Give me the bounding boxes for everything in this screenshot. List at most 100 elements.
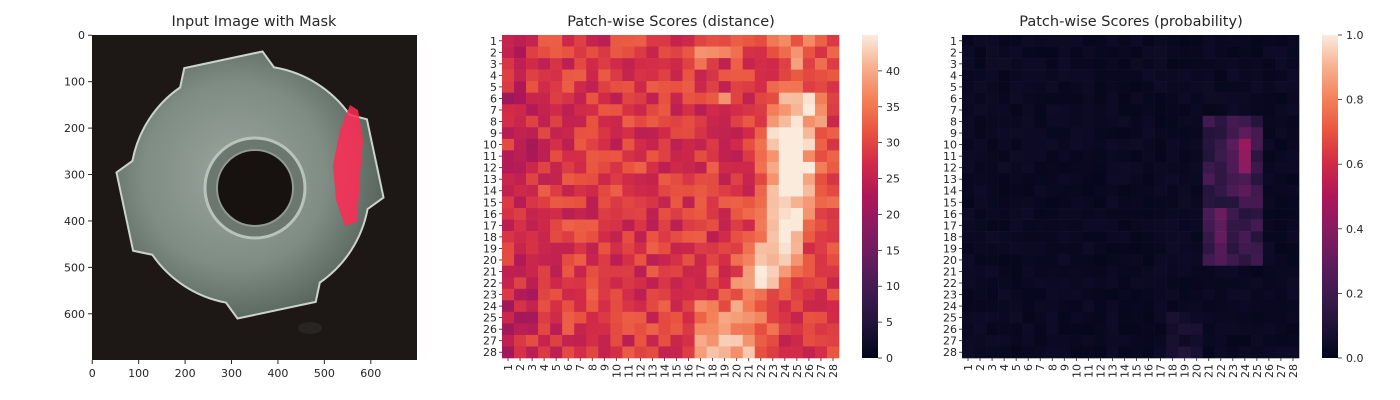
y-tick-label: 7 (490, 104, 497, 117)
heatmap-cell (550, 277, 563, 290)
x-tick-label: 500 (314, 367, 335, 380)
heatmap-cell (598, 150, 611, 163)
heatmap-cell (574, 323, 587, 336)
heatmap-cell (1286, 265, 1300, 278)
x-tick-label: 400 (267, 367, 288, 380)
heatmap-cell (1166, 81, 1179, 93)
heatmap-cell (1130, 46, 1143, 59)
heatmap-cell (658, 346, 671, 359)
heatmap-cell (538, 173, 551, 186)
heatmap-cell (562, 346, 575, 359)
heatmap-cell (1118, 346, 1131, 359)
heatmap-cell (1058, 231, 1071, 243)
heatmap-cell (1166, 323, 1179, 336)
heatmap-cell (1226, 323, 1240, 336)
heatmap-cell (1154, 138, 1167, 151)
heatmap-cell (514, 150, 527, 163)
heatmap-cell (1250, 300, 1264, 313)
heatmap-cell (802, 300, 816, 313)
heatmap-cell (586, 69, 599, 82)
heatmap-cell (826, 115, 840, 128)
heatmap-cell (998, 300, 1011, 313)
heatmap-cell (1238, 173, 1252, 186)
heatmap-cell (1010, 115, 1023, 128)
heatmap-cell (986, 231, 999, 243)
heatmap-cell (1166, 150, 1179, 163)
heatmap-cell (1178, 277, 1191, 290)
x-tick-label: 200 (175, 367, 196, 380)
heatmap-cell (1250, 69, 1264, 82)
heatmap-cell (574, 138, 587, 151)
heatmap-cell (1142, 150, 1155, 163)
y-tick-label: 17 (943, 219, 957, 232)
heatmap-cell (706, 92, 719, 105)
heatmap-cell (962, 300, 975, 313)
heatmap-cell (1226, 184, 1240, 197)
heatmap-cell (502, 334, 515, 347)
heatmap-cell (742, 92, 756, 105)
heatmap-cell (562, 115, 575, 128)
heatmap-cell (1262, 104, 1276, 117)
heatmap-cell (730, 150, 744, 163)
heatmap-cell (586, 311, 599, 324)
y-tick-label: 6 (490, 92, 497, 105)
heatmap-cell (634, 35, 647, 47)
heatmap-cell (1274, 115, 1288, 128)
heatmap-cell (1178, 173, 1191, 186)
heatmap-cell (814, 277, 828, 290)
heatmap-cell (1082, 231, 1095, 243)
heatmap-cell (1286, 138, 1300, 151)
x-tick-label: 7 (574, 364, 587, 371)
heatmap-cell (1010, 184, 1023, 197)
heatmap-cell (962, 334, 975, 347)
heatmap-cell (1214, 150, 1228, 163)
heatmap-cell (1202, 277, 1216, 290)
heatmap-cell (790, 242, 804, 255)
heatmap-cell (754, 334, 768, 347)
heatmap-cell (526, 231, 539, 243)
colorbar (1322, 35, 1338, 358)
heatmap-cell (586, 173, 599, 186)
colorbar-tick-label: 0.8 (1346, 94, 1364, 107)
heatmap-cell (1202, 92, 1216, 105)
heatmap-cell (586, 277, 599, 290)
heatmap-cell (1118, 58, 1131, 70)
y-tick-label: 6 (950, 92, 957, 105)
heatmap-cell (1190, 323, 1204, 336)
heatmap-cell (574, 219, 587, 232)
heatmap-cell (1106, 346, 1119, 359)
heatmap-cell (802, 138, 816, 151)
heatmap-cell (766, 231, 780, 243)
heatmap-cell (646, 300, 659, 313)
heatmap-cell (754, 150, 768, 163)
heatmap-cell (1142, 242, 1155, 255)
heatmap-cell (658, 184, 671, 197)
heatmap-cell (986, 58, 999, 70)
heatmap-cell (574, 173, 587, 186)
heatmap-cell (1214, 311, 1228, 324)
heatmap-cell (646, 115, 659, 128)
heatmap-cell (1082, 196, 1095, 209)
heatmap-cell (1226, 69, 1240, 82)
heatmap-cell (598, 104, 611, 117)
heatmap-cell (706, 288, 719, 301)
heatmap-cell (986, 46, 999, 59)
heatmap-cell (1178, 265, 1191, 278)
heatmap-cell (1130, 231, 1143, 243)
heatmap-cell (1118, 323, 1131, 336)
x-tick-label: 25 (791, 364, 804, 378)
heatmap-cell (742, 35, 756, 47)
heatmap-cell (1070, 173, 1083, 186)
heatmap-cell (1082, 346, 1095, 359)
heatmap-cell (598, 138, 611, 151)
heatmap-cell (706, 323, 719, 336)
heatmap-cell (694, 58, 707, 70)
heatmap-cell (1082, 104, 1095, 117)
heatmap-cell (598, 265, 611, 278)
heatmap-cell (550, 173, 563, 186)
heatmap-cell (1130, 81, 1143, 93)
heatmap-cell (694, 300, 707, 313)
heatmap-cell (1058, 334, 1071, 347)
heatmap-cell (574, 104, 587, 117)
heatmap-cell (1034, 46, 1047, 59)
